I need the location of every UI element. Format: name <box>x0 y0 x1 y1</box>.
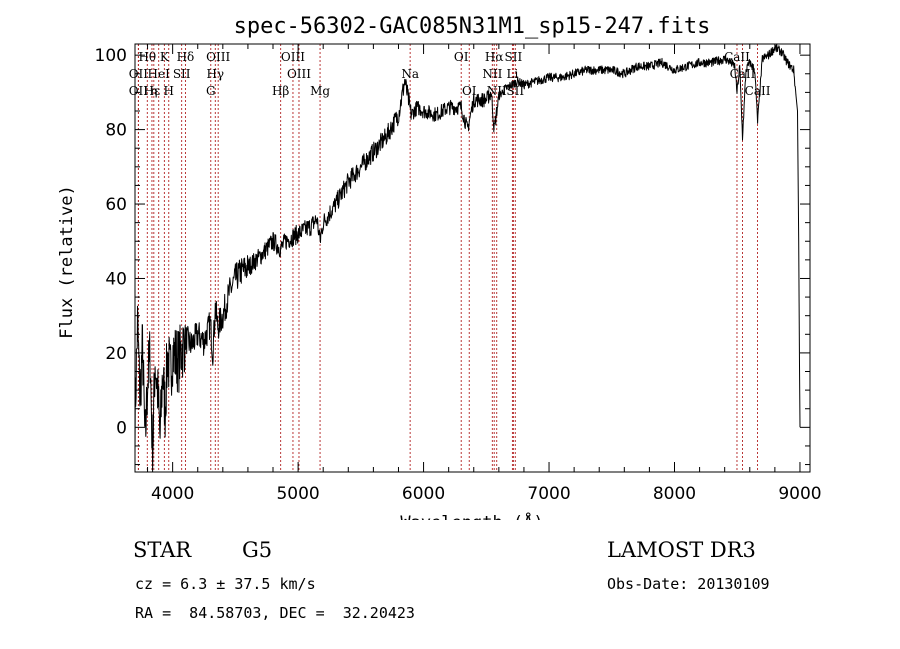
line-marker-label: Hδ <box>177 50 195 64</box>
line-marker-label: Li <box>506 67 518 81</box>
line-marker-label: K <box>160 50 170 64</box>
line-marker-label: Hβ <box>272 84 289 98</box>
line-marker-label: η <box>150 84 157 98</box>
line-marker-label: OIII <box>206 50 230 64</box>
line-marker-label: Na <box>401 67 419 81</box>
spectrum-plot: spec-56302-GAC085N31M1_sp15-247.fits Hθ K… <box>57 14 822 520</box>
x-axis-label: Wavelength (Å) <box>400 511 543 520</box>
x-tick-label: 6000 <box>402 484 445 504</box>
y-tick-label: 20 <box>105 344 127 364</box>
redshift-text: cz = 6.3 ± 37.5 km/s <box>135 575 316 593</box>
line-marker-label: CaII <box>745 84 771 98</box>
line-marker-label: SII <box>173 67 191 81</box>
plot-frame <box>134 43 811 473</box>
x-tick-label: 4000 <box>151 484 194 504</box>
line-markers <box>137 44 759 472</box>
coordinates: RA = 84.58703, DEC = 32.20423 <box>135 604 415 622</box>
line-marker-label: OI <box>454 50 469 64</box>
chart-title: spec-56302-GAC085N31M1_sp15-247.fits <box>234 14 711 39</box>
x-tick-label: 8000 <box>653 484 696 504</box>
x-tick-label: 9000 <box>778 484 821 504</box>
line-marker-label: G <box>206 84 216 98</box>
y-tick-label: 60 <box>105 195 127 215</box>
x-tick-label: 5000 <box>276 484 319 504</box>
line-marker-label: Mg <box>310 84 330 98</box>
obs-date: Obs-Date: 20130109 <box>607 575 770 593</box>
line-marker-label: NII <box>482 67 502 81</box>
axis-ticks: 4000 5000 6000 7000 8000 9000 0 20 40 60 80 100 <box>95 44 822 504</box>
line-marker-label: Hγ <box>206 67 224 81</box>
y-tick-label: 100 <box>95 46 127 66</box>
line-marker-label: SII <box>505 50 523 64</box>
line-marker-label: OIII <box>287 67 311 81</box>
survey-name: LAMOST DR3 <box>607 538 756 562</box>
line-marker-label: Hε <box>144 84 161 98</box>
line-marker-label: H <box>164 84 174 98</box>
spectrum-line <box>134 43 801 473</box>
x-tick-label: 7000 <box>527 484 570 504</box>
line-marker-label: Hθ <box>138 50 156 64</box>
line-marker-label: HeI <box>148 67 171 81</box>
object-subclass: G5 <box>242 538 273 562</box>
y-axis-label: Flux (relative) <box>57 185 77 339</box>
line-marker-label: OIII <box>281 50 305 64</box>
y-tick-label: 40 <box>105 269 127 289</box>
line-marker-label: Hα <box>485 50 504 64</box>
y-tick-label: 0 <box>116 418 127 438</box>
spectrum-series <box>134 43 801 473</box>
line-marker-label: OII <box>129 84 149 98</box>
line-marker-label: OI <box>462 84 477 98</box>
y-tick-label: 80 <box>105 121 127 141</box>
object-class: STAR <box>133 538 192 562</box>
